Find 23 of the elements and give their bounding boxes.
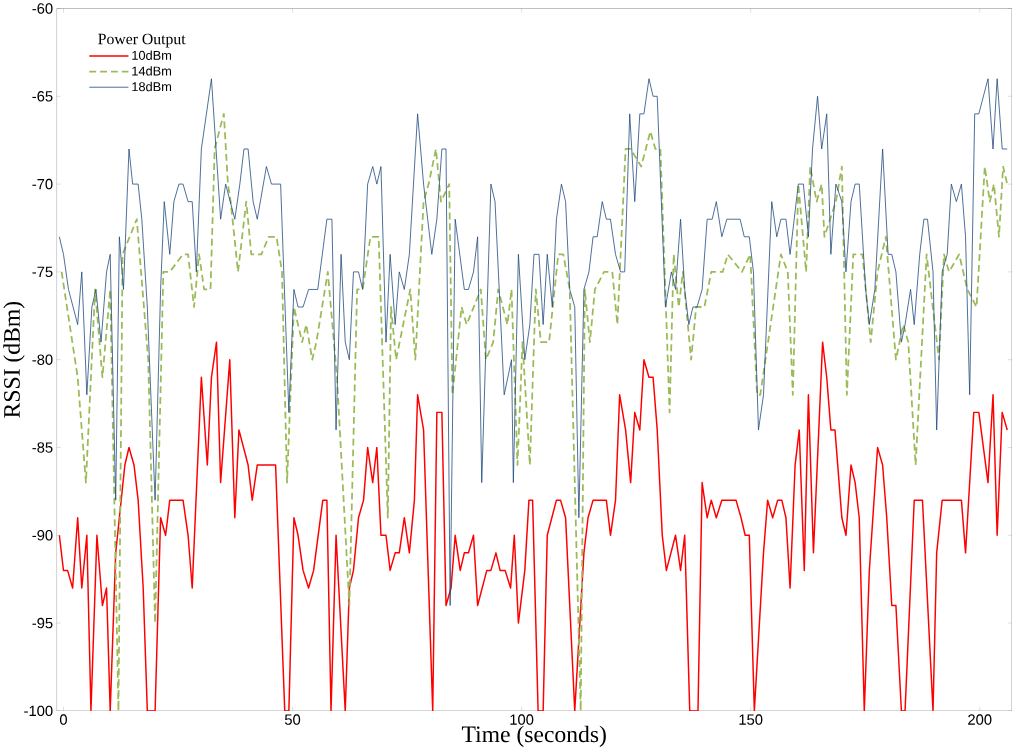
y-tick-label: -75 — [32, 266, 53, 277]
y-tick-label: -60 — [32, 3, 53, 14]
y-tick-label: -65 — [32, 90, 53, 102]
y-tick-label: -95 — [32, 617, 53, 629]
legend-label: 18dBm — [132, 81, 172, 92]
y-tick-label: -70 — [32, 178, 53, 190]
y-tick-label: -80 — [32, 354, 53, 365]
y-tick-label: -100 — [24, 705, 53, 716]
x-tick-label: 0 — [59, 714, 67, 725]
y-tick-label: -85 — [32, 442, 53, 453]
x-tick-label: 200 — [968, 714, 992, 725]
line-series — [58, 78, 1008, 606]
x-tick-label: 150 — [739, 714, 763, 725]
x-axis-title: Time (seconds) — [461, 725, 606, 747]
legend-title: Power Output — [98, 33, 186, 48]
y-tick-label: -90 — [32, 529, 53, 541]
x-tick-label: 50 — [284, 714, 301, 725]
x-tick-label: 100 — [510, 714, 534, 725]
y-axis-title: RSSI (dBm) — [3, 301, 25, 418]
line-series — [60, 112, 1009, 711]
legend-label: 10dBm — [132, 50, 172, 60]
legend-label: 14dBm — [132, 66, 172, 76]
line-series — [58, 341, 1008, 711]
